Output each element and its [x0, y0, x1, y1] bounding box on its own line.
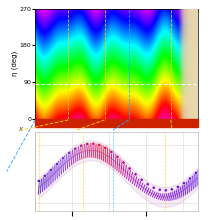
Bar — [195, 9, 199, 119]
Point — [116, 155, 119, 159]
Bar — [180, 9, 184, 119]
Bar — [191, 9, 194, 119]
Bar — [182, 9, 186, 119]
Point — [134, 172, 137, 176]
Bar — [198, 9, 202, 119]
Bar — [185, 9, 190, 119]
Point — [37, 179, 41, 183]
Bar — [194, 9, 198, 119]
Bar — [178, 9, 182, 119]
Text: x: x — [18, 126, 22, 132]
Point — [55, 162, 59, 166]
Bar — [177, 9, 181, 119]
Bar — [187, 9, 191, 119]
Point — [73, 147, 77, 150]
Point — [170, 188, 174, 191]
Point — [128, 167, 131, 170]
Bar — [188, 9, 192, 119]
Bar — [191, 9, 196, 119]
Point — [122, 161, 125, 164]
Bar — [196, 9, 200, 119]
Point — [86, 142, 89, 146]
Y-axis label: η (deg): η (deg) — [11, 51, 18, 76]
Point — [182, 182, 186, 185]
Point — [43, 174, 47, 178]
Bar — [192, 9, 197, 119]
Bar — [194, 9, 198, 119]
Bar — [181, 9, 185, 119]
Bar — [183, 9, 187, 119]
Bar — [195, 9, 199, 119]
Point — [140, 178, 143, 182]
Bar — [190, 9, 194, 119]
Bar — [189, 9, 193, 119]
Bar — [179, 9, 183, 119]
Point — [110, 150, 113, 154]
Bar — [185, 9, 189, 119]
Bar — [182, 9, 186, 119]
Bar — [187, 9, 191, 119]
Bar — [189, 9, 193, 119]
Bar — [188, 9, 192, 119]
Point — [97, 143, 101, 147]
Point — [188, 177, 192, 180]
Point — [79, 144, 83, 147]
Bar — [35, 119, 198, 127]
Bar — [178, 9, 183, 119]
Bar — [184, 9, 188, 119]
Bar — [198, 9, 202, 119]
Bar — [186, 9, 190, 119]
Bar — [180, 9, 184, 119]
Point — [49, 168, 53, 172]
Point — [61, 156, 65, 160]
Bar — [197, 9, 201, 119]
Point — [164, 189, 168, 192]
Bar — [193, 9, 197, 119]
Point — [92, 142, 95, 146]
Point — [176, 185, 180, 189]
Bar — [183, 9, 187, 119]
Point — [104, 146, 107, 150]
Point — [146, 183, 149, 186]
Point — [158, 188, 161, 192]
Bar — [178, 9, 182, 119]
Point — [152, 186, 156, 189]
Point — [194, 171, 198, 175]
Bar — [191, 9, 195, 119]
Point — [67, 151, 71, 155]
Bar — [181, 9, 185, 119]
Bar — [185, 9, 189, 119]
Bar — [192, 9, 196, 119]
Bar — [196, 9, 200, 119]
